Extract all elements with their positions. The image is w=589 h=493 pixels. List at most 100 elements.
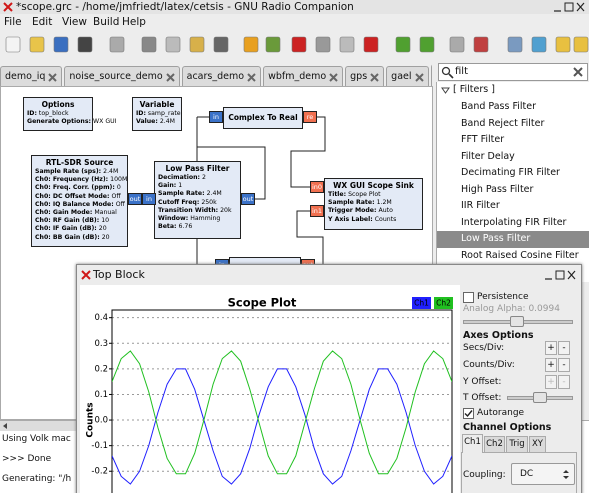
toolbar-button	[363, 36, 379, 53]
param-value: Scope Plot	[348, 191, 381, 198]
control-label[interactable]: Persistence	[477, 292, 529, 302]
tree-group[interactable]: [ Filters ]	[453, 84, 495, 95]
port[interactable]: in0	[310, 181, 324, 193]
tab-label: wbfm_demo	[268, 71, 327, 82]
block[interactable]: RTL-SDR Source Sample Rate (sps): 2.4M Ch0:…	[31, 155, 128, 247]
tree-item[interactable]: IIR Filter	[461, 200, 500, 211]
block-tree: [ Filters ] Band Pass Filter Band Reject F…	[436, 82, 589, 293]
spin-button[interactable]: -	[558, 375, 570, 389]
legend-swatch	[434, 297, 453, 309]
tab-close[interactable]	[329, 73, 338, 82]
tree-item[interactable]: Low Pass Filter	[437, 231, 589, 248]
checkbox[interactable]	[463, 292, 474, 303]
combo-box[interactable]: DC	[511, 463, 575, 485]
tree-item[interactable]: Root Raised Cosine Filter	[461, 249, 579, 261]
block-title: Complex To Real	[228, 113, 298, 122]
tab-close[interactable]	[48, 73, 58, 82]
spin-button[interactable]: -	[558, 358, 570, 372]
legend-label: Ch1	[414, 299, 429, 308]
port[interactable]: re	[303, 111, 317, 123]
toolbar-button	[339, 36, 355, 53]
tab[interactable]: scope	[430, 64, 432, 86]
tree-item[interactable]: Band Reject Filter	[461, 117, 545, 129]
control-label: Secs/Div:	[463, 343, 505, 353]
menu-item[interactable]: Build	[93, 16, 120, 28]
menu-item[interactable]: Edit	[32, 16, 53, 28]
block[interactable]: Variable ID: samp_rate Value: 2.4M	[132, 97, 182, 131]
block[interactable]: WX GUI Scope Sink Title: Scope Plot Sample …	[324, 178, 423, 230]
tree-item[interactable]: Filter Delay	[461, 150, 515, 162]
channel-tab[interactable]: XY	[529, 436, 546, 452]
channel-tab[interactable]: Trig	[506, 436, 528, 452]
arrows	[563, 470, 569, 479]
port[interactable]: in	[142, 193, 156, 205]
tab-close[interactable]	[247, 73, 256, 82]
checkmark	[464, 410, 473, 418]
tab[interactable]: acars_demo	[181, 66, 262, 86]
tab[interactable]: gps	[345, 66, 385, 86]
spin-button[interactable]: +	[545, 358, 557, 372]
combo-arrow	[563, 470, 569, 479]
spin-button[interactable]: -	[558, 341, 570, 355]
tree-item[interactable]: FFT Filter	[461, 134, 505, 145]
control-label[interactable]: Autorange	[477, 408, 525, 418]
tree-item[interactable]: Decimating FIR Filter	[461, 167, 560, 178]
close-icon	[414, 73, 424, 82]
scroll-arrow	[3, 423, 7, 429]
param-name: Sample Rate:	[158, 190, 205, 198]
param-name: Ch0: Gain Mode:	[35, 209, 93, 217]
param-name: Ch0: RF Gain (dB):	[35, 217, 100, 225]
block[interactable]: Low Pass Filter Decimation: 2 Gain: 1 Sample …	[154, 161, 241, 239]
tab[interactable]: demo_iq	[0, 66, 63, 86]
icon-cross	[81, 270, 91, 280]
port[interactable]: out	[128, 193, 142, 205]
tab-close[interactable]	[370, 73, 379, 82]
block-param: Ch0: Frequency (Hz): 100M	[35, 176, 127, 184]
tree-item[interactable]: Band Pass Filter	[461, 101, 536, 112]
block-title: Options	[41, 100, 75, 109]
search-box: filt	[438, 63, 588, 81]
spin-button[interactable]: +	[545, 375, 557, 389]
param-name: Sample Rate (sps):	[35, 168, 102, 175]
port[interactable]: in	[209, 111, 223, 123]
lens	[441, 66, 451, 76]
search-text[interactable]: filt	[455, 66, 468, 77]
port[interactable]: in1	[310, 205, 324, 217]
slider-thumb[interactable]	[533, 392, 547, 403]
tab[interactable]: gael	[386, 66, 429, 86]
param-name: Gain:	[158, 182, 177, 190]
menu-item[interactable]: View	[62, 16, 87, 28]
search-clear	[573, 67, 583, 77]
param-value: 20	[101, 233, 110, 241]
tree-item[interactable]: High Pass Filter	[461, 183, 534, 195]
close	[576, 2, 585, 12]
param-value: Manual	[94, 209, 117, 217]
title-bar: *scope.grc - /home/jmfriedt/latex/cetsis…	[0, 0, 589, 14]
block[interactable]: Options ID: top_block Generate Options: WX G…	[23, 97, 116, 131]
control-label: Y Offset:	[463, 377, 502, 387]
menu-item[interactable]: Help	[122, 16, 146, 28]
block[interactable]: Complex To Real	[223, 107, 303, 129]
tree-item[interactable]: Interpolating FIR Filter	[461, 216, 567, 228]
channel-tab[interactable]: Ch2	[484, 436, 505, 452]
tab-close[interactable]	[414, 73, 424, 82]
scope-window-title: Top Block	[93, 268, 145, 281]
port[interactable]: out	[241, 193, 255, 205]
slider-thumb[interactable]	[510, 316, 524, 327]
channel-tab[interactable]: Ch1	[462, 434, 483, 453]
toolbar-button	[395, 36, 411, 53]
chart-title: Scope Plot	[228, 296, 297, 310]
spin-button[interactable]: +	[545, 341, 557, 355]
close-icon	[370, 73, 379, 82]
control-label: Counts/Div:	[463, 360, 515, 370]
param-value: 1	[178, 182, 183, 190]
tab-close[interactable]	[165, 73, 175, 82]
block-param: Ch0: Gain Mode: Manual	[35, 209, 124, 217]
menu-item[interactable]: File	[4, 16, 22, 28]
control-label: Axes Options	[463, 330, 534, 341]
y-tick-label: 0.4	[94, 313, 108, 323]
tab[interactable]: wbfm_demo	[263, 66, 344, 86]
tab[interactable]: noise_source_demo	[64, 66, 180, 86]
checkbox[interactable]	[463, 408, 474, 419]
legend-swatch	[412, 297, 431, 309]
